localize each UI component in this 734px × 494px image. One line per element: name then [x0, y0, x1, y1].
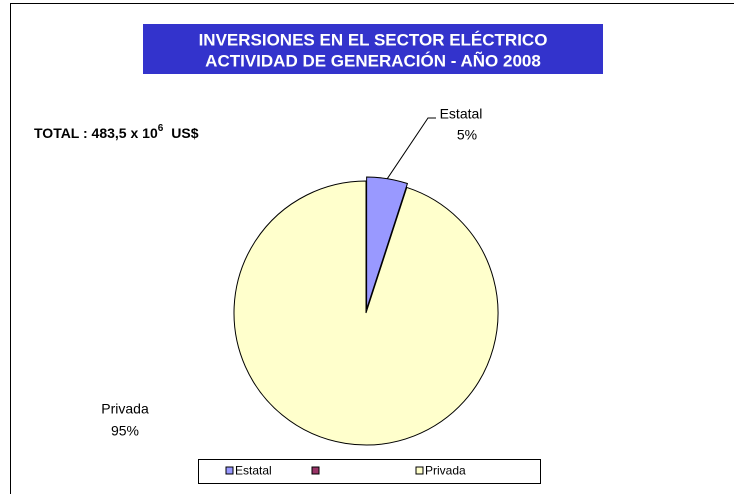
- legend-swatch: [415, 466, 424, 475]
- slice-value-label: 5%: [457, 127, 477, 143]
- annotation-text: TOTAL : 483,5 x 10: [34, 125, 158, 141]
- chart-title: INVERSIONES EN EL SECTOR ELÉCTRICO: [199, 30, 548, 49]
- slice-value-label: 95%: [111, 423, 139, 439]
- legend-label: Privada: [425, 464, 466, 478]
- legend-swatch: [311, 466, 320, 475]
- annotation-unit: US$: [171, 125, 198, 141]
- title-box: [143, 24, 603, 74]
- slice-label: Estatal: [440, 106, 483, 122]
- chart-title: ACTIVIDAD DE GENERACIÓN - AÑO 2008: [205, 50, 541, 70]
- legend-box: [198, 459, 541, 484]
- leader-line: [386, 117, 436, 179]
- legend-label: Estatal: [235, 464, 272, 478]
- pie-slice: [233, 180, 499, 446]
- legend-swatch: [225, 466, 234, 475]
- annotation-sup: 6: [158, 123, 164, 134]
- annotation: TOTAL : 483,5 x 106 US$: [34, 123, 199, 141]
- slice-label: Privada: [101, 401, 149, 417]
- chart-frame: [10, 3, 734, 494]
- pie-slice: [366, 176, 409, 310]
